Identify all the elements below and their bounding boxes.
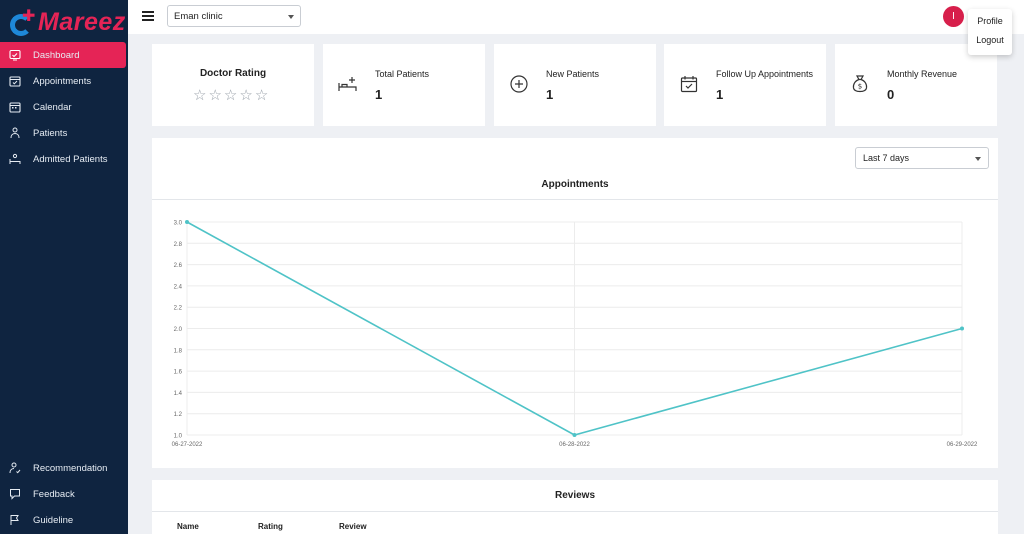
topbar: Eman clinic I <box>128 0 1024 34</box>
reviews-title: Reviews <box>554 490 596 501</box>
star-icon: ☆ <box>239 86 253 104</box>
reviews-card: Reviews Name Rating Review <box>152 480 998 534</box>
sidebar-item-label: Dashboard <box>33 49 80 61</box>
data-point <box>185 220 189 224</box>
appointments-line-chart: 3.0 2.8 2.6 2.4 2.2 2.0 1.8 1.6 1.4 1.2 1.0 06-27-2… <box>172 220 978 448</box>
y-tick-label: 2.8 <box>174 242 183 248</box>
x-tick-label: 06-27-2022 <box>172 442 203 448</box>
calendar-check-icon <box>9 76 21 87</box>
stat-value: 1 <box>375 87 383 102</box>
rating-stars: ☆ ☆ ☆ ☆ ☆ <box>193 88 268 103</box>
stat-label: Monthly Revenue <box>887 69 958 79</box>
date-range-select[interactable]: Last 7 days <box>855 147 989 169</box>
appointments-chart-card: 3.0 2.8 2.6 2.4 2.2 2.0 1.8 1.6 1.4 1.2 1.0 06-27-2… <box>152 138 998 468</box>
user-recommend-icon <box>9 462 21 474</box>
sidebar-item-label: Admitted Patients <box>33 153 108 165</box>
y-tick-label: 2.2 <box>174 306 183 312</box>
sidebar-item-dashboard[interactable]: Dashboard <box>0 42 126 68</box>
stat-value: 1 <box>546 87 554 102</box>
sidebar-item-patients[interactable]: Patients <box>0 120 128 146</box>
mareez-logo[interactable]: ✚ Mareez <box>10 6 126 38</box>
dashboard-icon <box>9 49 21 61</box>
sidebar-item-label: Recommendation <box>33 462 108 474</box>
sidebar: ✚ Mareez Dashboard Appointments Calendar… <box>0 0 128 534</box>
plus-circle-icon <box>510 75 528 93</box>
calendar-check-icon <box>680 76 698 93</box>
x-tick-label: 06-28-2022 <box>559 442 590 448</box>
stat-card-follow-up: Follow Up Appointments 1 <box>664 44 826 126</box>
sidebar-item-calendar[interactable]: Calendar <box>0 94 128 120</box>
sidebar-item-guideline[interactable]: Guideline <box>0 507 128 533</box>
sidebar-item-label: Feedback <box>33 488 75 500</box>
column-header-name[interactable]: Name <box>177 522 199 531</box>
money-bag-icon: $ <box>852 75 868 93</box>
column-header-review[interactable]: Review <box>339 522 367 531</box>
y-tick-label: 2.4 <box>174 284 183 290</box>
y-tick-label: 3.0 <box>174 221 183 227</box>
logo-icon: ✚ <box>10 6 36 36</box>
logo-text: Mareez <box>38 7 126 36</box>
divider <box>152 511 998 512</box>
y-tick-label: 1.4 <box>174 391 183 397</box>
clinic-select[interactable]: Eman clinic <box>167 5 301 27</box>
sidebar-item-label: Appointments <box>33 75 92 87</box>
star-icon: ☆ <box>208 86 222 104</box>
doctor-rating-card: Doctor Rating ☆ ☆ ☆ ☆ ☆ <box>152 44 314 126</box>
sidebar-item-appointments[interactable]: Appointments <box>0 68 128 94</box>
avatar[interactable]: I <box>943 6 964 27</box>
logout-menu-item[interactable]: Logout <box>976 35 1004 45</box>
stat-label: Total Patients <box>375 69 430 79</box>
profile-menu-item[interactable]: Profile <box>977 16 1003 26</box>
clinic-select-value: Eman clinic <box>174 11 223 22</box>
star-icon: ☆ <box>193 86 207 104</box>
star-icon: ☆ <box>254 86 269 104</box>
sidebar-nav: Dashboard Appointments Calendar Patients… <box>0 42 128 172</box>
chevron-down-icon <box>288 15 294 19</box>
sidebar-item-recommendation[interactable]: Recommendation <box>0 455 128 481</box>
divider <box>152 199 998 200</box>
chart-title: Appointments <box>541 179 609 190</box>
sidebar-item-label: Guideline <box>33 514 74 526</box>
y-tick-label: 1.8 <box>174 348 183 354</box>
sidebar-item-label: Calendar <box>33 101 72 113</box>
stat-card-monthly-revenue: $ Monthly Revenue 0 <box>835 44 997 126</box>
stat-card-total-patients: Total Patients 1 <box>323 44 485 126</box>
stat-label: Follow Up Appointments <box>716 69 814 79</box>
doctor-rating-title: Doctor Rating <box>199 68 267 79</box>
sidebar-item-admitted-patients[interactable]: Admitted Patients <box>0 146 128 172</box>
y-tick-label: 1.2 <box>174 412 183 418</box>
sidebar-item-feedback[interactable]: Feedback <box>0 481 128 507</box>
stat-label: New Patients <box>546 69 600 79</box>
column-header-rating[interactable]: Rating <box>258 522 283 531</box>
chevron-down-icon <box>975 157 981 161</box>
feedback-icon <box>10 489 20 500</box>
hamburger-menu-icon[interactable] <box>142 11 154 21</box>
y-tick-label: 1.6 <box>174 370 183 376</box>
y-tick-label: 2.6 <box>174 263 183 269</box>
profile-dropdown: Profile Logout <box>968 9 1012 55</box>
star-icon: ☆ <box>223 86 238 104</box>
svg-text:$: $ <box>858 83 862 91</box>
sidebar-bottom-nav: Recommendation Feedback Guideline <box>0 455 128 533</box>
bed-icon <box>9 153 21 164</box>
x-tick-label: 06-29-2022 <box>947 442 978 448</box>
stat-card-new-patients: New Patients 1 <box>494 44 656 126</box>
data-point <box>960 326 964 331</box>
calendar-icon <box>9 102 21 113</box>
stat-value: 1 <box>716 87 724 102</box>
date-range-value: Last 7 days <box>863 153 910 163</box>
data-point <box>572 433 577 437</box>
stat-value: 0 <box>887 87 895 102</box>
patient-icon <box>10 127 20 139</box>
bed-plus-icon <box>338 77 357 91</box>
y-tick-label: 2.0 <box>174 327 183 333</box>
sidebar-item-label: Patients <box>33 127 68 139</box>
flag-icon <box>10 515 19 525</box>
y-tick-label: 1.0 <box>174 434 183 440</box>
